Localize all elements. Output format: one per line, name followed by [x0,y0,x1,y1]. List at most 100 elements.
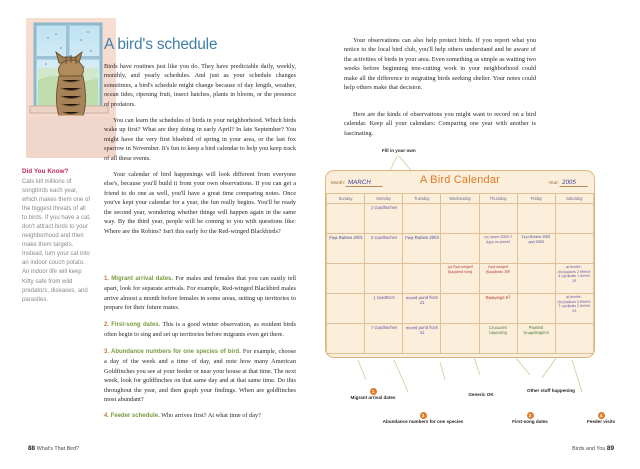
calendar-day-cell[interactable]: Ice storm 2003 3 days no power [478,233,518,264]
calendar-day-cell[interactable] [440,203,480,234]
right-body-paragraph-1: Your observations can also help protect … [344,37,537,92]
calendar-day-cell[interactable]: at feeder: chickadees 2 titmice 4 cardin… [554,263,595,294]
calendar-day-cell[interactable]: mixed pond flock 31 [402,323,442,354]
calendar-day-cell[interactable] [325,293,366,324]
calendar-day-cell[interactable]: Redwings 67 [478,293,518,324]
sidebar-title: Did You Know? [22,168,69,175]
handwritten-note: Planted Snapdragons [523,324,550,336]
page-number: 89 [606,445,614,452]
callout-number: 2 [526,412,534,419]
callout-number: 1 [369,388,377,395]
handwritten-note: 2 Goldfinches [370,204,397,211]
calendar-day-cell[interactable] [325,263,366,294]
weekday-header: Monday [364,193,404,204]
calendar-day-cell[interactable] [402,263,442,294]
handwritten-note: First Robins 2002 and 2004 [521,234,551,244]
left-page: Did You Know? Cats kill millions of song… [22,18,296,452]
calendar-day-cell[interactable]: at feeder: chickadees 3 titmice 7 cardin… [554,293,595,324]
month-field[interactable]: Month: MARCH [331,179,384,187]
calendar-day-cell[interactable] [440,233,480,264]
calendar-day-cell[interactable] [516,203,556,234]
handwritten-note: at feeder: chickadees 3 titmice 7 cardin… [557,294,592,313]
fill-in-your-own-note: Fill in your own [382,148,416,153]
calendar-day-cell[interactable] [440,293,480,324]
callout-text: Generic OK [468,392,494,397]
calendar-day-cell[interactable]: 5 Goldfinches [364,233,404,264]
list-item: 1. Migrant arrival dates. For males and … [104,274,296,313]
calendar-day-cell[interactable]: 2 Goldfinches [364,203,404,234]
year-label: Year: [548,180,559,185]
list-label: Abundance numbers for one species of bir… [111,348,241,355]
calendar-week-row: 7 Goldfinches mixed pond flock 31 Crocuses… [325,323,595,354]
calendar-day-cell[interactable] [478,203,518,234]
book-section-title: Birds and You [572,446,606,452]
list-label: First-song dates. [111,321,161,328]
callout-generic-ok: Generic OK [453,392,509,398]
calendar-day-cell[interactable] [554,323,595,354]
left-body-paragraph-2: You can learn the schedules of birds in … [104,117,296,162]
calendar-week-row: 2 Goldfinches [325,203,595,234]
callout-number: 3 [419,412,427,419]
callout-text: First-song dates [512,419,548,424]
calendar-day-cell[interactable]: First Robins 2003 [402,233,442,264]
page-number: 88 [28,445,36,452]
calendar-day-cell[interactable] [516,293,556,324]
list-number: 2. [104,321,110,328]
callout-text: Other stuff happening [527,388,575,393]
handwritten-note: First Robins 2001 [328,234,363,241]
year-field[interactable]: Year: 2005 [548,179,589,187]
calendar-day-cell[interactable]: 1st Red-winged Blackbird song [440,263,480,294]
calendar-week-row: 1 Goldfinch mixed pond flock 21 Redwings 6… [325,293,595,324]
bird-calendar: Month: MARCH A Bird Calendar Year: 2005 … [325,170,597,358]
calendar-day-cell[interactable] [325,323,366,354]
weekday-header: Sunday [325,193,366,204]
handwritten-note: mixed pond flock 21 [405,294,438,306]
calendar-day-cell[interactable] [402,203,442,234]
sidebar-body: Cats kill millions of songbirds each yea… [22,178,91,303]
weekday-header: Saturday [554,193,595,204]
weekday-header-row: Sunday Monday Tuesday Wednesday Thursday… [325,193,595,204]
callout-first-song-dates: 2 First-song dates [498,412,562,425]
list-number: 1. [104,276,110,282]
observation-type-list: 1. Migrant arrival dates. For males and … [104,274,296,429]
list-item: 3. Abundance numbers for one species of … [104,347,296,405]
list-number: 4. [104,413,110,420]
calendar-day-cell[interactable]: 7 Goldfinches [364,323,404,354]
callout-text: Abundance numbers for one species [382,419,464,424]
callout-text: Feeder visits [586,419,616,424]
calendar-day-cell[interactable] [325,203,366,234]
calendar-header: Month: MARCH A Bird Calendar Year: 2005 [326,171,594,193]
callout-abundance-numbers: 3 Abundance numbers for one species [382,412,464,425]
calendar-day-cell[interactable]: 1 Goldfinch [364,293,404,324]
calendar-card: Month: MARCH A Bird Calendar Year: 2005 … [325,170,595,358]
handwritten-note: mixed pond flock 31 [405,324,438,336]
calendar-day-cell[interactable]: Crocuses blooming [478,323,518,354]
list-label: Feeder schedule. [110,413,160,420]
list-text: For example, choose a day of the week an… [104,347,297,403]
calendar-title: A Bird Calendar [419,174,501,186]
calendar-day-cell[interactable]: First Robins 2001 [325,233,366,264]
calendar-day-cell[interactable] [554,203,595,234]
left-body-paragraph-3: Your calendar of bird happenings will lo… [104,171,296,235]
calendar-day-cell[interactable] [554,233,595,264]
calendar-day-cell[interactable]: Red-winged Blackbirds 105 [478,263,518,294]
calendar-day-cell[interactable]: First Robins 2002 and 2004 [516,233,556,264]
callout-number: 4 [597,412,605,419]
handwritten-note: at feeder: chickadees 2 titmice 4 cardin… [557,264,592,283]
right-page: Your observations can also help protect … [320,0,640,469]
handwritten-note: 1 Goldfinch [372,294,395,301]
weekday-header: Tuesday [402,193,442,204]
calendar-day-cell[interactable]: mixed pond flock 21 [402,293,442,324]
handwritten-note: 1st Red-winged Blackbird song [447,264,473,274]
calendar-day-cell[interactable]: Planted Snapdragons [516,323,556,354]
year-value[interactable]: 2005 [559,179,589,187]
cat-in-window-illustration [26,18,116,158]
right-body-paragraph-2: Here are the kinds of observations you m… [344,111,536,137]
calendar-day-cell[interactable] [516,263,556,294]
weekday-header: Friday [516,193,556,204]
handwritten-note: Crocuses blooming [488,324,508,336]
calendar-day-cell[interactable] [440,323,480,354]
list-item: 4. Feeder schedule. Who arrives first? A… [104,411,296,421]
calendar-week-row: First Robins 2001 5 Goldfinches First Robi… [325,233,595,264]
calendar-day-cell[interactable] [364,263,404,294]
